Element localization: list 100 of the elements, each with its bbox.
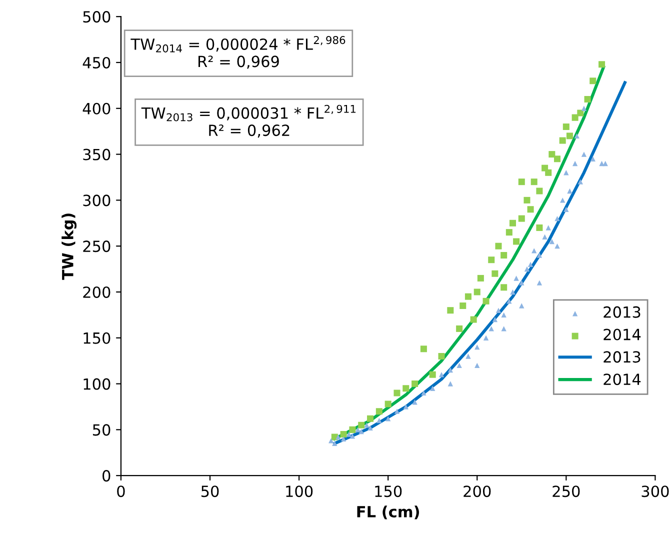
point bbox=[349, 426, 356, 433]
y-tick-label: 0 bbox=[102, 470, 110, 482]
point bbox=[554, 216, 560, 222]
point bbox=[554, 156, 561, 162]
point bbox=[477, 274, 484, 282]
x-tick-label: 200 bbox=[464, 486, 491, 498]
point bbox=[559, 137, 566, 144]
y-tick-label: 350 bbox=[83, 148, 110, 160]
point bbox=[519, 280, 524, 286]
x-tick-label: 100 bbox=[286, 486, 313, 498]
point bbox=[328, 438, 334, 444]
point bbox=[358, 428, 364, 434]
point bbox=[501, 312, 506, 318]
y-tick-label: 250 bbox=[83, 240, 110, 252]
point bbox=[420, 346, 427, 352]
point bbox=[474, 288, 480, 296]
legend-label: 2014 bbox=[604, 374, 641, 386]
point bbox=[581, 152, 587, 157]
point bbox=[394, 408, 400, 414]
point bbox=[514, 276, 519, 281]
point bbox=[430, 386, 436, 391]
point bbox=[448, 381, 454, 386]
point bbox=[572, 114, 578, 121]
point bbox=[545, 169, 552, 176]
point bbox=[536, 188, 543, 194]
y-tick-label: 300 bbox=[83, 194, 110, 206]
point bbox=[340, 431, 347, 438]
point bbox=[488, 256, 495, 264]
point bbox=[548, 151, 556, 158]
point bbox=[546, 225, 551, 230]
point bbox=[332, 440, 338, 446]
point bbox=[564, 170, 569, 176]
point bbox=[376, 408, 382, 415]
point bbox=[506, 298, 512, 304]
point bbox=[482, 298, 490, 304]
x-axis-title: FL (cm) bbox=[357, 506, 419, 520]
point bbox=[518, 178, 525, 186]
point bbox=[577, 110, 584, 116]
point bbox=[549, 238, 555, 244]
point bbox=[542, 234, 548, 240]
point bbox=[456, 362, 462, 368]
point bbox=[483, 335, 489, 340]
point bbox=[421, 390, 426, 396]
point bbox=[562, 123, 570, 130]
y-tick-label: 150 bbox=[84, 332, 110, 344]
point bbox=[412, 380, 418, 388]
point bbox=[518, 215, 525, 222]
point bbox=[500, 252, 508, 259]
point bbox=[364, 422, 370, 428]
point bbox=[524, 266, 530, 272]
point bbox=[524, 196, 530, 204]
y-tick-label: 200 bbox=[83, 286, 110, 298]
y-tick-label: 100 bbox=[84, 378, 110, 390]
point bbox=[564, 206, 569, 212]
x-tick-label: 0 bbox=[117, 486, 125, 498]
point bbox=[488, 326, 494, 332]
point bbox=[536, 252, 542, 258]
point bbox=[519, 303, 524, 308]
point bbox=[578, 179, 584, 184]
point bbox=[368, 425, 373, 430]
point bbox=[536, 224, 543, 231]
point bbox=[528, 262, 534, 268]
point bbox=[384, 400, 392, 408]
text: TW$_{2013}$ = 0,000031 * FL$^{2,911}$ R² = 0,962 bbox=[141, 104, 356, 138]
x-tick-label: 50 bbox=[201, 486, 219, 498]
point bbox=[566, 132, 573, 140]
point bbox=[506, 229, 512, 236]
point bbox=[527, 206, 534, 213]
point bbox=[394, 390, 400, 396]
point bbox=[403, 404, 408, 410]
y-tick-label: 400 bbox=[82, 102, 110, 114]
point bbox=[447, 307, 454, 314]
point bbox=[460, 302, 466, 310]
x-tick-label: 250 bbox=[552, 486, 580, 498]
point bbox=[501, 326, 506, 332]
point bbox=[554, 243, 560, 249]
point bbox=[350, 434, 356, 439]
legend-label: 2014 bbox=[604, 328, 641, 340]
point bbox=[532, 248, 537, 254]
point bbox=[567, 188, 572, 194]
point bbox=[448, 367, 454, 373]
point bbox=[355, 427, 360, 432]
point bbox=[358, 422, 365, 428]
point bbox=[536, 280, 542, 286]
point bbox=[412, 400, 418, 405]
point bbox=[590, 156, 596, 162]
point bbox=[500, 284, 508, 291]
point bbox=[492, 270, 498, 277]
legend-label: 2013 bbox=[604, 306, 640, 318]
point bbox=[336, 434, 341, 440]
point bbox=[464, 293, 472, 300]
legend-label: 2013 bbox=[604, 351, 640, 363]
point bbox=[509, 220, 516, 226]
point bbox=[376, 418, 382, 424]
point bbox=[581, 106, 587, 111]
point bbox=[438, 352, 445, 360]
point bbox=[367, 415, 374, 422]
point bbox=[584, 96, 591, 102]
x-tick-label: 150 bbox=[375, 486, 402, 498]
point bbox=[438, 372, 444, 378]
